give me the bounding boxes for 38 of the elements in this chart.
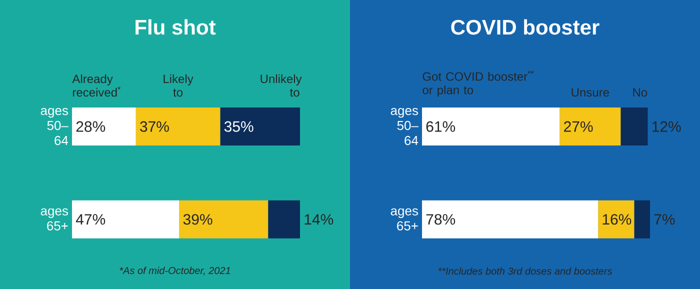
chart-title: Flu shot bbox=[136, 19, 216, 35]
data-label: 14% bbox=[304, 214, 334, 225]
bar bbox=[598, 200, 634, 238]
data-label: 12% bbox=[652, 121, 681, 132]
bar bbox=[179, 200, 268, 238]
bar bbox=[220, 108, 300, 146]
series-label: No bbox=[633, 88, 648, 97]
bar bbox=[620, 108, 648, 146]
series-label: Already received$^{*}$ bbox=[72, 74, 121, 97]
bar bbox=[422, 108, 560, 146]
data-label: 27% bbox=[564, 121, 593, 132]
data-label: 35% bbox=[224, 121, 254, 132]
bar bbox=[422, 200, 598, 238]
bar bbox=[560, 108, 621, 146]
chart-title: COVID booster bbox=[451, 19, 600, 35]
y-tick-label: ages 65+ bbox=[40, 208, 68, 230]
series-label: Likely to bbox=[164, 74, 194, 97]
text: **Includes both 3rd doses and boosters bbox=[438, 267, 612, 275]
data-label: 37% bbox=[140, 121, 169, 132]
text: Got COVID booster$^{**}$ or plan to bbox=[422, 70, 534, 97]
bar bbox=[72, 200, 180, 238]
data-label: 61% bbox=[426, 121, 456, 132]
y-tick-label: ages 50–64 bbox=[40, 108, 68, 146]
bar bbox=[634, 200, 650, 238]
data-label: 78% bbox=[426, 214, 456, 225]
data-label: 28% bbox=[76, 121, 106, 132]
data-label: 39% bbox=[183, 214, 212, 225]
data-label: 16% bbox=[602, 214, 632, 225]
data-label: 47% bbox=[76, 214, 106, 225]
data-label: 7% bbox=[654, 214, 675, 225]
y-tick-label: ages 50–64 bbox=[390, 108, 418, 146]
series-label: Unsure bbox=[572, 88, 609, 97]
y-tick-label: ages 65+ bbox=[390, 208, 418, 230]
text: *As of mid-October, 2021 bbox=[120, 266, 230, 276]
bar bbox=[72, 108, 136, 146]
bar bbox=[268, 200, 300, 238]
series-label: Unlikely to bbox=[260, 74, 302, 97]
bar bbox=[136, 108, 220, 146]
